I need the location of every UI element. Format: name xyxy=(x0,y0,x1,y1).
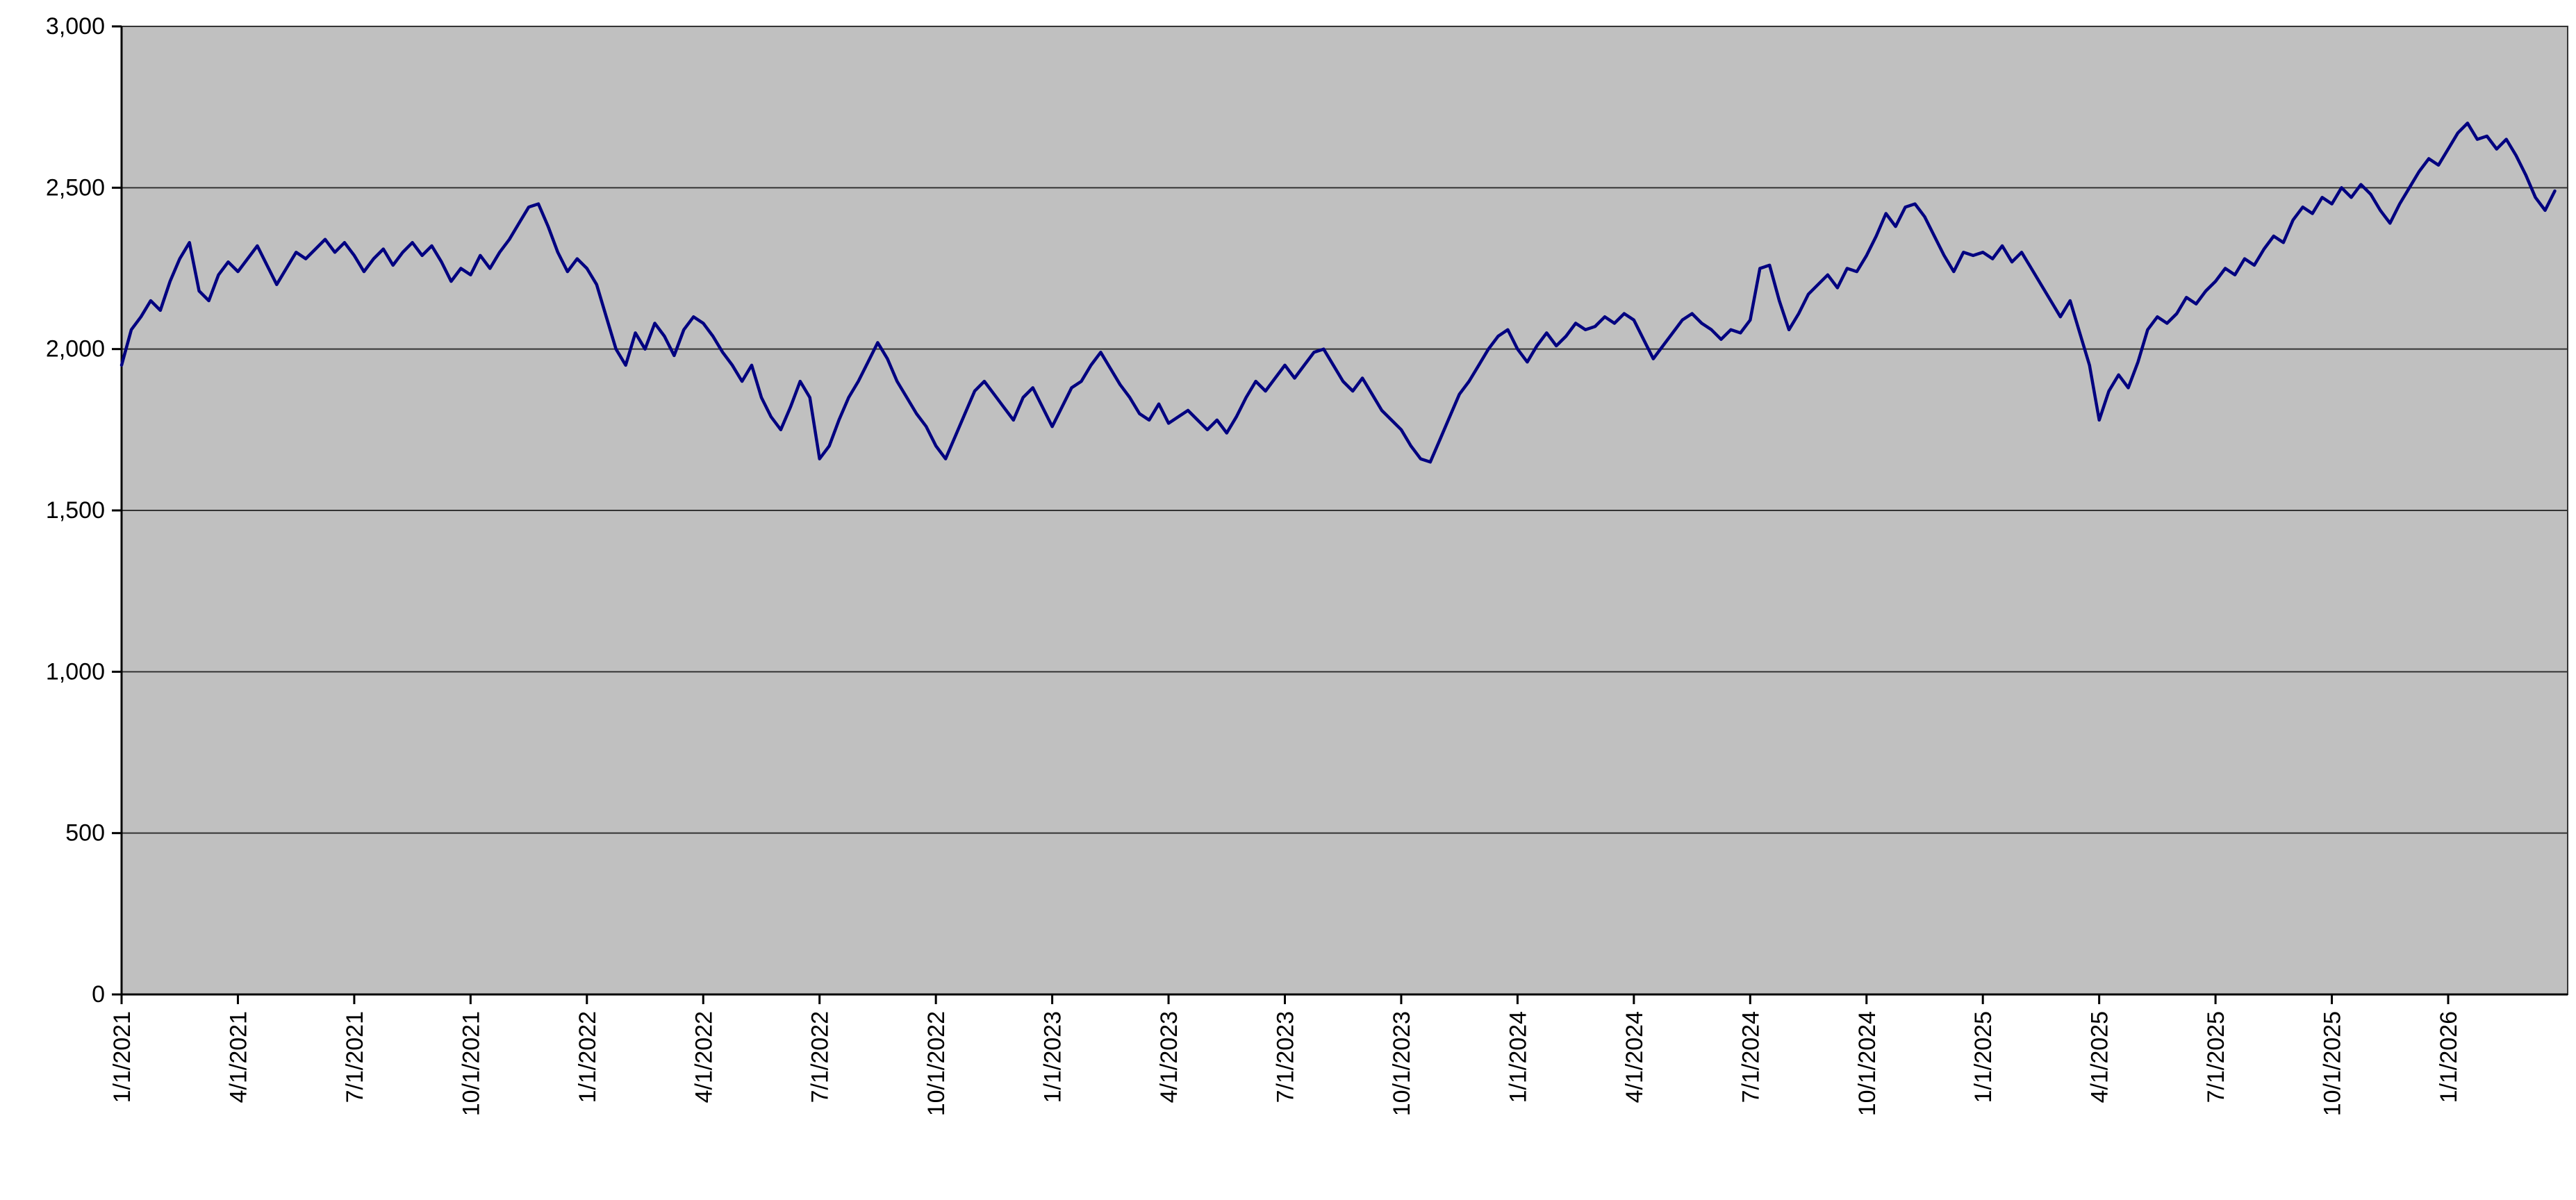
x-axis-label: 4/1/2021 xyxy=(225,1011,251,1103)
x-axis-label: 1/1/2022 xyxy=(575,1011,601,1103)
x-axis-label: 1/1/2024 xyxy=(1505,1011,1531,1103)
y-axis-label: 0 xyxy=(92,981,105,1008)
x-axis-label: 10/1/2021 xyxy=(458,1011,484,1116)
x-axis-label: 7/1/2021 xyxy=(342,1011,368,1103)
y-axis-label: 3,000 xyxy=(46,13,105,40)
y-axis-label: 2,000 xyxy=(46,336,105,362)
y-axis-label: 1,000 xyxy=(46,658,105,685)
x-axis-label: 4/1/2022 xyxy=(691,1011,717,1103)
x-axis-label: 10/1/2025 xyxy=(2320,1011,2346,1116)
x-axis-label: 7/1/2024 xyxy=(1737,1011,1764,1103)
y-axis-label: 500 xyxy=(65,820,105,847)
x-axis-label: 1/1/2023 xyxy=(1040,1011,1066,1103)
y-axis-label: 1,500 xyxy=(46,497,105,524)
y-axis-label: 2,500 xyxy=(46,174,105,201)
x-axis-label: 7/1/2025 xyxy=(2203,1011,2229,1103)
x-axis-label: 10/1/2023 xyxy=(1389,1011,1415,1116)
x-axis-label: 1/1/2025 xyxy=(1970,1011,1997,1103)
data-series-line xyxy=(119,122,2557,464)
x-axis-label: 1/1/2026 xyxy=(2436,1011,2462,1103)
x-axis-label: 4/1/2024 xyxy=(1621,1011,1648,1103)
x-axis-label: 7/1/2023 xyxy=(1273,1011,1299,1103)
x-axis-label: 4/1/2025 xyxy=(2087,1011,2113,1103)
x-axis-label: 4/1/2023 xyxy=(1156,1011,1182,1103)
x-axis-label: 10/1/2024 xyxy=(1854,1011,1881,1116)
x-axis-label: 1/1/2021 xyxy=(109,1011,135,1103)
x-axis-label: 7/1/2022 xyxy=(807,1011,834,1103)
x-axis-label: 10/1/2022 xyxy=(923,1011,950,1116)
